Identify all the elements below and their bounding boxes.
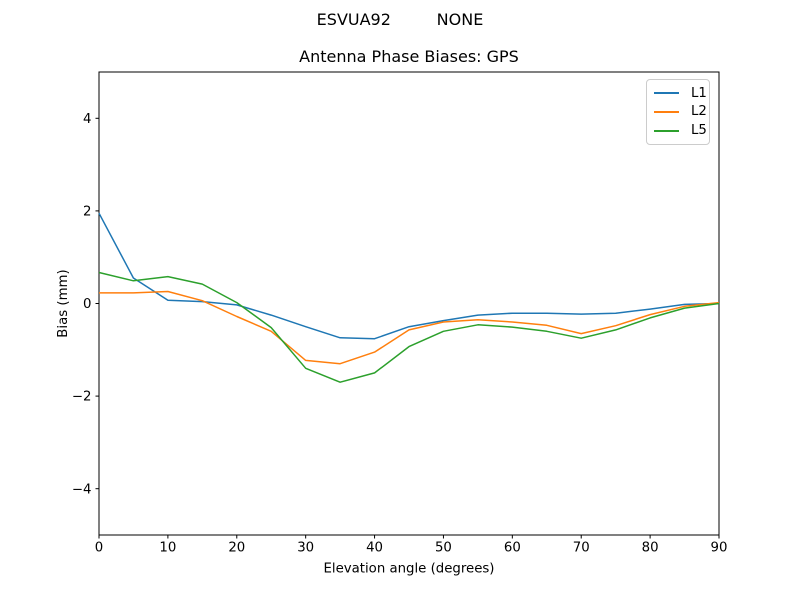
series-L2-line xyxy=(99,290,720,365)
series-L5-line xyxy=(98,271,720,383)
legend-label-l2: L2 xyxy=(691,104,707,120)
y-tick-label: −2 xyxy=(72,390,92,405)
x-axis-ticks: 0 10 20 30 40 50 60 70 80 90 xyxy=(95,535,728,556)
x-tick-label: 40 xyxy=(366,541,383,556)
x-tick-label: 30 xyxy=(297,541,314,556)
plot-frame xyxy=(98,71,720,536)
series-lines xyxy=(98,212,720,383)
y-tick-label: −4 xyxy=(72,482,92,497)
legend-swatch-l1-line xyxy=(654,92,679,95)
x-tick-label: 20 xyxy=(228,541,245,556)
chart-title: Antenna Phase Biases: GPS xyxy=(299,47,519,66)
x-tick-label: 50 xyxy=(435,541,452,556)
legend-item-l1: L1 xyxy=(654,85,707,101)
y-tick-label: 4 xyxy=(83,112,91,127)
x-tick-label: 80 xyxy=(642,541,659,556)
x-tick-label: 10 xyxy=(159,541,176,556)
y-tick-label: 2 xyxy=(83,205,91,220)
legend-item-l5: L5 xyxy=(654,123,707,139)
figure-suptitle: ESVUA92 NONE xyxy=(316,10,484,29)
y-axis-ticks: −4 −2 0 2 4 xyxy=(72,112,99,497)
legend-swatch-l5-line xyxy=(654,129,679,132)
x-tick-label: 70 xyxy=(573,541,590,556)
x-tick-label: 90 xyxy=(711,541,728,556)
x-tick-label: 0 xyxy=(95,541,103,556)
x-tick-label: 60 xyxy=(504,541,521,556)
legend-item-l2: L2 xyxy=(654,104,707,120)
y-axis-label: Bias (mm) xyxy=(56,269,71,337)
legend-label-l5: L5 xyxy=(691,123,707,139)
x-axis-label: Elevation angle (degrees) xyxy=(323,562,494,577)
plot-frame-border xyxy=(98,71,720,536)
legend-label-l1: L1 xyxy=(691,85,707,101)
series-L1-line xyxy=(98,212,720,340)
y-tick-label: 0 xyxy=(83,297,91,312)
legend: L1 L2 L5 xyxy=(646,79,710,145)
legend-swatch-l2-line xyxy=(654,110,679,113)
